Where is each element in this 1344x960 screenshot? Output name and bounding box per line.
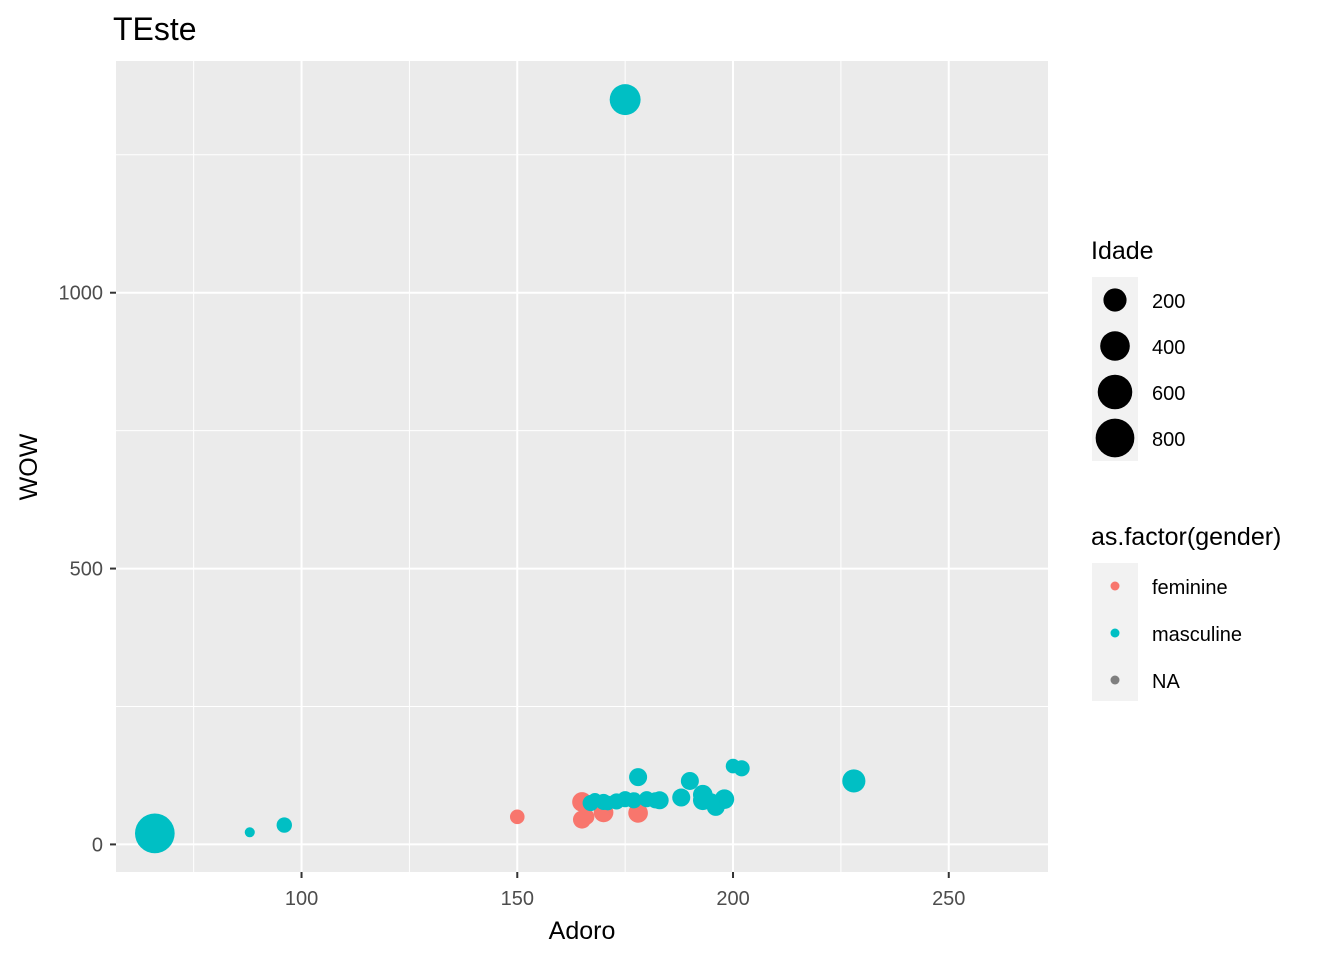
color-legend-label: masculine: [1152, 624, 1242, 646]
data-point-masculine: [609, 84, 641, 116]
y-axis-title: WOW: [15, 433, 43, 500]
color-legend-key: [1110, 628, 1120, 638]
size-legend-key: [1097, 374, 1133, 410]
data-point-feminine: [509, 809, 525, 825]
data-point-masculine: [625, 792, 642, 809]
color-legend-key: [1110, 581, 1120, 591]
data-point-masculine: [647, 792, 664, 809]
size-legend-label: 200: [1152, 291, 1185, 313]
chart-title: TEste: [113, 11, 197, 47]
data-point-masculine: [629, 768, 648, 787]
color-legend-label: NA: [1152, 671, 1180, 693]
x-axis-ticks: 100 150 200 250: [285, 872, 965, 910]
size-legend-label: 800: [1152, 429, 1185, 451]
y-tick-label: 500: [70, 559, 103, 581]
x-tick-label: 100: [285, 888, 318, 910]
size-legend: Idade 200 400 600 800: [1091, 237, 1185, 461]
y-tick-label: 1000: [59, 283, 104, 305]
data-points: [134, 84, 866, 854]
x-tick-label: 150: [501, 888, 534, 910]
x-axis-title: Adoro: [549, 917, 616, 945]
data-point-masculine: [703, 793, 720, 810]
plot-panel: [116, 61, 1048, 872]
data-point-masculine: [680, 771, 699, 790]
size-legend-title: Idade: [1091, 237, 1154, 265]
color-legend-label: feminine: [1152, 577, 1228, 599]
data-point-masculine: [244, 827, 255, 838]
data-point-masculine: [587, 793, 603, 808]
size-legend-label: 400: [1152, 337, 1185, 359]
color-legend-key: [1110, 675, 1120, 685]
data-point-masculine: [134, 813, 175, 854]
data-point-masculine: [276, 817, 292, 833]
x-tick-label: 250: [932, 888, 965, 910]
data-point-masculine: [672, 788, 691, 807]
size-legend-key: [1103, 288, 1127, 312]
major-gridlines: [116, 61, 1048, 872]
data-point-masculine: [600, 795, 616, 811]
color-legend-title: as.factor(gender): [1091, 523, 1281, 551]
y-axis-ticks: 0 500 1000: [59, 283, 116, 856]
size-legend-label: 600: [1152, 383, 1185, 405]
size-legend-key: [1095, 418, 1135, 458]
color-legend: as.factor(gender) feminine masculine NA: [1091, 523, 1281, 701]
minor-gridlines: [116, 61, 1058, 872]
data-point-masculine: [842, 769, 866, 793]
x-tick-label: 200: [716, 888, 749, 910]
size-legend-key: [1100, 331, 1130, 361]
data-point-feminine: [578, 808, 595, 825]
data-point-masculine: [725, 758, 741, 774]
y-tick-label: 0: [92, 834, 103, 856]
